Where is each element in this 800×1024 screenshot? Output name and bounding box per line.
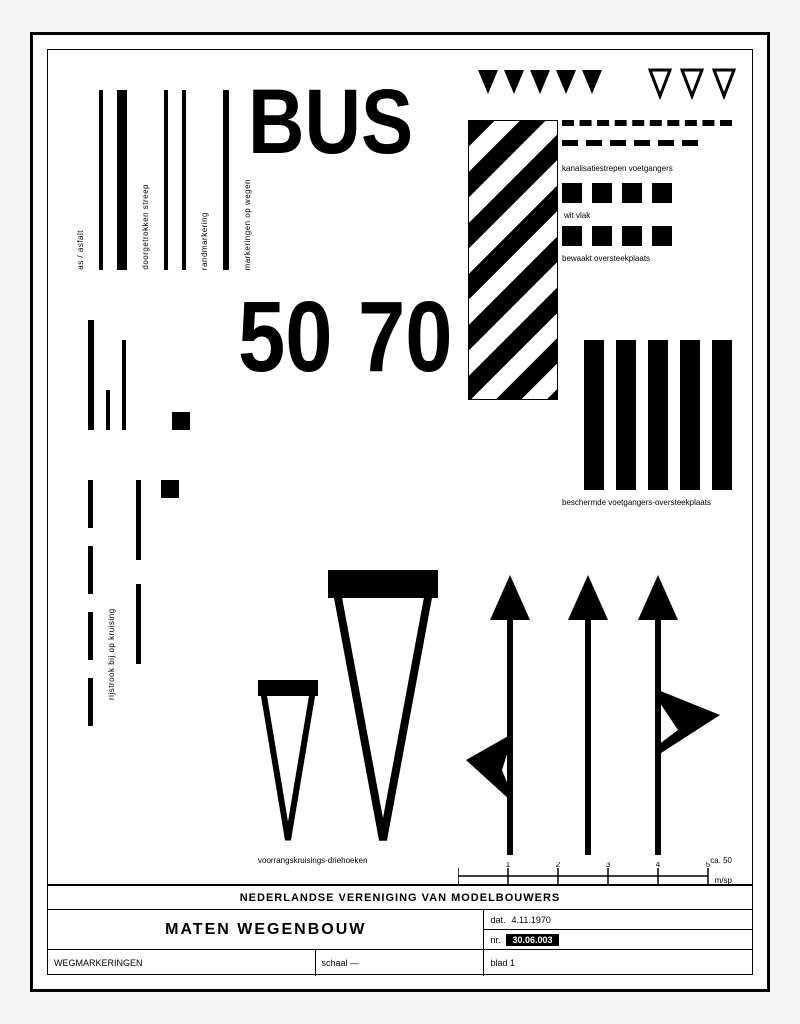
zebra-crossing bbox=[584, 340, 732, 490]
drawing-sheet: BUS 50 70 bbox=[30, 32, 770, 992]
yield-triangle-large bbox=[328, 570, 438, 850]
vlabel-rijstrook: rijstrook bij op kruising bbox=[107, 480, 116, 700]
vlabel-1: as / asfalt bbox=[76, 230, 85, 270]
label-voorrang: voorrangskruisings-driehoeken bbox=[258, 856, 438, 865]
dash-rows: kanalisatiestrepen voetgangers wit vlak … bbox=[562, 120, 732, 273]
drawing-title: MATEN WEGENBOUW bbox=[48, 910, 484, 949]
marking-50: 50 bbox=[238, 280, 333, 395]
date-value: 4.11.1970 bbox=[511, 915, 550, 925]
label-beschermde: beschermde voetgangers-oversteekplaats bbox=[562, 498, 732, 507]
triangle-row-filled bbox=[478, 70, 638, 100]
marking-bus: BUS bbox=[248, 70, 413, 175]
svg-text:2: 2 bbox=[556, 862, 561, 869]
marking-70: 70 bbox=[358, 280, 453, 395]
lane-arrow-straight bbox=[558, 570, 618, 860]
blad-value: 1 bbox=[510, 958, 515, 968]
vlabel-3: randmarkering bbox=[200, 212, 209, 270]
date-label: dat. bbox=[490, 915, 505, 925]
drawing-area: BUS 50 70 bbox=[48, 50, 752, 884]
triangle-row-outlined bbox=[648, 68, 758, 100]
left-legend-top: as / asfalt doorgetrokken streep randmar… bbox=[76, 70, 252, 270]
title-block: NEDERLANDSE VERENIGING VAN MODELBOUWERS … bbox=[48, 884, 752, 974]
lane-arrow-right bbox=[638, 570, 728, 860]
yield-triangle-small bbox=[258, 680, 318, 850]
schaal-value: — bbox=[350, 958, 359, 968]
scale-unit-top: ca. 50 bbox=[710, 856, 732, 865]
label-bewaakt: bewaakt oversteekplaats bbox=[562, 254, 732, 263]
org-name: NEDERLANDSE VERENIGING VAN MODELBOUWERS bbox=[48, 886, 752, 910]
schaal-label: schaal bbox=[322, 958, 348, 968]
svg-text:4: 4 bbox=[656, 862, 661, 869]
left-lower-bars: rijstrook bij op kruising bbox=[88, 480, 179, 726]
subtitle: WEGMARKERINGEN bbox=[48, 950, 316, 976]
drawing-frame: BUS 50 70 bbox=[47, 49, 753, 975]
nr-label: nr. bbox=[490, 935, 500, 945]
left-mid-bars bbox=[88, 310, 190, 430]
vlabel-4: markeringen op wegen bbox=[243, 179, 252, 270]
svg-text:3: 3 bbox=[606, 862, 611, 869]
hazard-stripe-panel bbox=[468, 120, 558, 400]
nr-value: 30.06.003 bbox=[506, 934, 558, 946]
blad-label: blad bbox=[490, 958, 507, 968]
lane-arrow-left bbox=[458, 570, 538, 860]
vlabel-2: doorgetrokken streep bbox=[141, 184, 150, 270]
label-kanstrepen: kanalisatiestrepen voetgangers bbox=[562, 164, 732, 173]
label-witvlak: wit vlak bbox=[564, 211, 732, 220]
svg-text:1: 1 bbox=[506, 862, 511, 869]
